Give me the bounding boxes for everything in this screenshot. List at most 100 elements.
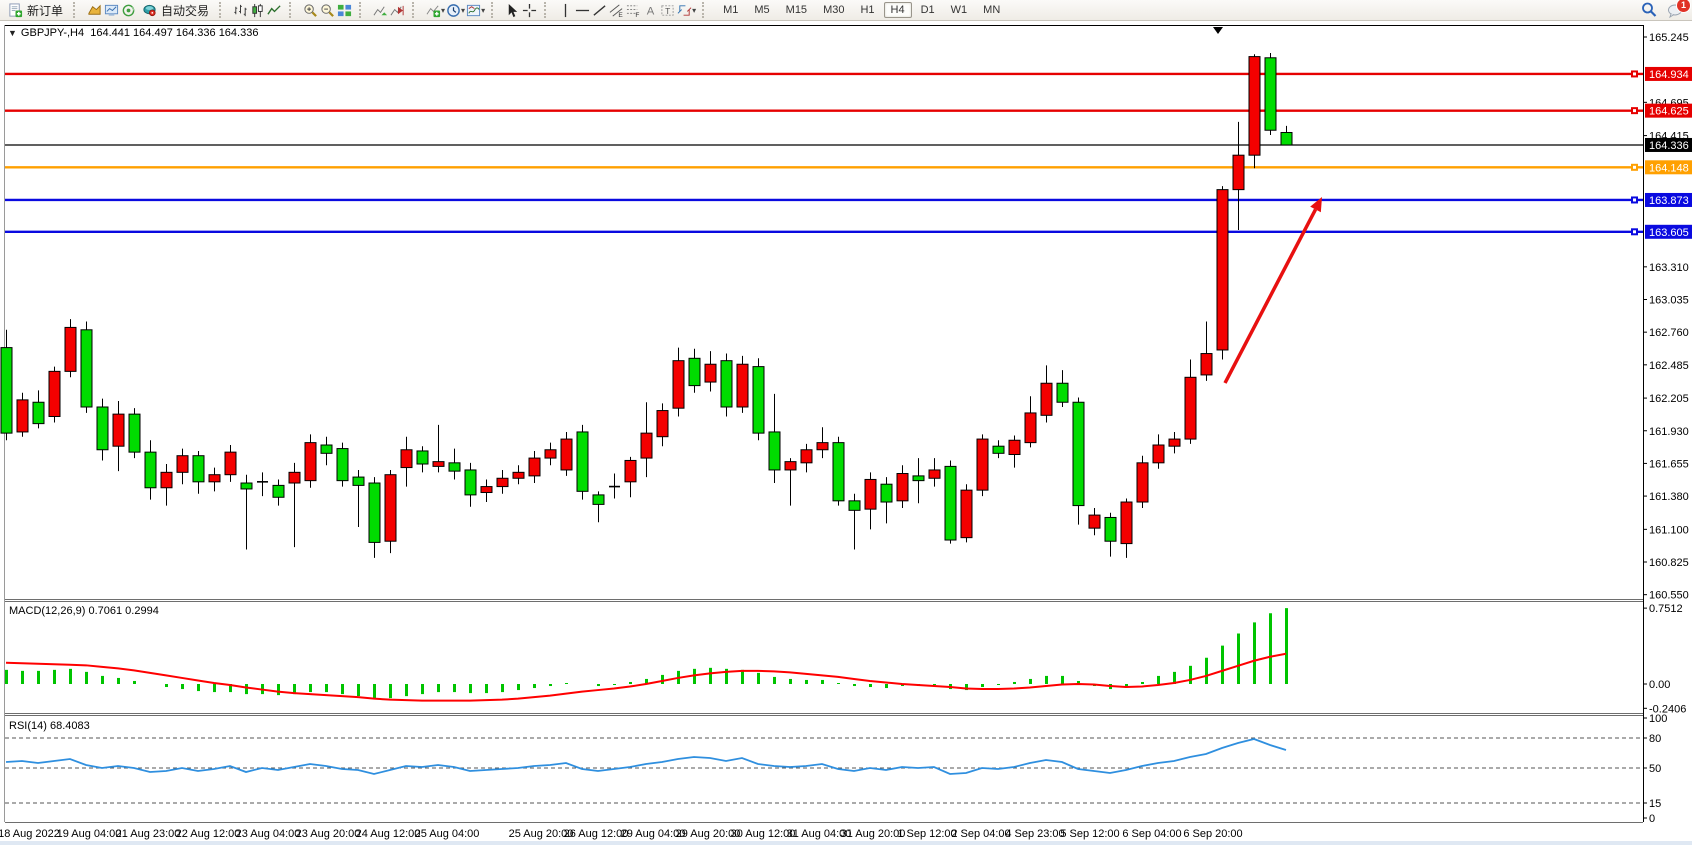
candle-up [48, 370, 61, 417]
candle-up [208, 474, 221, 483]
signals-icon[interactable] [120, 2, 137, 18]
tab-timeframe-M30[interactable]: M30 [823, 4, 845, 16]
tab-timeframe-D1[interactable]: D1 [920, 4, 935, 16]
zoom-out-icon[interactable] [319, 2, 336, 18]
candles-layer [0, 53, 1293, 558]
time-label: 31 Aug 04:00 [787, 828, 852, 840]
profiles-icon[interactable] [86, 2, 103, 18]
crosshair-icon[interactable] [521, 2, 538, 18]
templates-dropdown-icon[interactable]: ▾ [481, 5, 486, 15]
horizontal-line-tool-icon[interactable] [574, 2, 591, 18]
candle-up [1200, 353, 1213, 376]
chart-window[interactable]: 165.245 164.695 164.415 163.310 163.035 162.7… [0, 21, 1692, 845]
tab-timeframe-H1[interactable]: H1 [860, 4, 875, 16]
candle-down [336, 448, 349, 482]
candle-up [864, 478, 877, 510]
candle-up [384, 474, 397, 542]
candle-up [560, 438, 573, 471]
line-chart-mode-icon[interactable] [266, 2, 283, 18]
candle-up [784, 461, 797, 471]
candle-up [304, 442, 317, 482]
bar-chart-mode-icon[interactable] [232, 2, 249, 18]
candle-down [352, 476, 365, 486]
time-label: 29 Aug 20:00 [676, 828, 741, 840]
price-axis: 165.245164.695164.415163.310163.035162.7… [1643, 32, 1692, 825]
macd-tick-label: 0.7512 [1649, 603, 1683, 615]
tile-windows-icon[interactable] [336, 2, 353, 18]
candle-up [1088, 514, 1101, 529]
price-line-badge [1645, 103, 1692, 118]
tab-timeframe-M1[interactable]: M1 [723, 4, 739, 16]
tab-timeframe-H4[interactable]: H4 [883, 2, 912, 18]
macd-indicator-label: MACD(12,26,9) 0.7061 0.2994 [9, 605, 159, 617]
candle-up [1248, 56, 1261, 156]
price-line-badge-label: 164.625 [1649, 106, 1689, 118]
chart-ohlc-values: 164.441 164.497 164.336 164.336 [90, 27, 259, 39]
candle-down [944, 465, 957, 541]
periods-icon[interactable] [445, 2, 462, 18]
candlestick-mode-icon[interactable] [249, 2, 266, 18]
candle-up [544, 449, 557, 459]
shapes-dropdown-icon[interactable]: ▾ [692, 5, 697, 15]
candle-up [1136, 462, 1149, 503]
chart-shift-icon[interactable] [389, 2, 406, 18]
chart-shift-marker[interactable] [1213, 27, 1223, 34]
time-label: 25 Aug 20:00 [509, 828, 574, 840]
candle-down [1280, 131, 1293, 146]
macd-layer [5, 608, 1288, 702]
price-line-badge [1645, 192, 1692, 207]
channel-tool-icon[interactable]: E [608, 2, 625, 18]
candle-up [960, 489, 973, 539]
tab-timeframe-MN[interactable]: MN [983, 4, 1001, 16]
tab-timeframe-W1[interactable]: W1 [950, 4, 968, 16]
text-tool-icon[interactable]: A [642, 2, 659, 18]
shapes-tool-icon[interactable] [676, 2, 693, 18]
price-line-badge-label: 163.873 [1649, 195, 1689, 207]
rsi-layer [5, 737, 1643, 804]
tab-timeframe-M15[interactable]: M15 [785, 4, 808, 16]
price-tick-label: 161.380 [1649, 491, 1689, 503]
candle-down [576, 431, 589, 492]
candle-up [400, 449, 413, 469]
svg-text:T: T [665, 5, 670, 15]
search-icon[interactable] [1640, 2, 1657, 18]
notifications-icon[interactable]: 1 [1667, 0, 1691, 18]
auto-scroll-icon[interactable] [372, 2, 389, 18]
price-tick-label: 160.825 [1649, 557, 1689, 569]
autotrading-button[interactable]: 自动交易 [137, 1, 213, 20]
price-tick-label: 162.485 [1649, 360, 1689, 372]
candle-down [688, 357, 701, 387]
candle-down [0, 347, 13, 434]
new-order-button[interactable]: 新订单 [3, 1, 67, 20]
collapse-chart-icon[interactable]: ▼ [8, 28, 17, 38]
templates-icon[interactable] [465, 2, 482, 18]
time-label: 5 Sep 12:00 [1060, 828, 1119, 840]
zoom-in-icon[interactable] [302, 2, 319, 18]
candle-up [1168, 438, 1181, 447]
cursor-icon[interactable] [504, 2, 521, 18]
trendline-tool-icon[interactable] [591, 2, 608, 18]
candle-up [496, 477, 509, 488]
time-label: 24 Aug 12:00 [356, 828, 421, 840]
periods-dropdown-icon[interactable]: ▾ [461, 5, 466, 15]
text-label-tool-icon[interactable]: T [659, 2, 676, 18]
candle-up [1152, 444, 1165, 464]
candle-down [848, 500, 861, 511]
price-tick-label: 160.550 [1649, 590, 1689, 602]
vertical-line-tool-icon[interactable] [557, 2, 574, 18]
time-label: 25 Aug 04:00 [415, 828, 480, 840]
candle-down [96, 406, 109, 451]
line-drag-handle-dot [1633, 230, 1636, 234]
charts-window-icon[interactable] [103, 2, 120, 18]
trend-arrow[interactable] [1223, 208, 1318, 384]
candle-down [464, 469, 477, 496]
time-label: 29 Aug 04:00 [621, 828, 686, 840]
candle-down [368, 482, 381, 543]
indicators-dropdown-icon[interactable]: ▾ [441, 5, 446, 15]
indicators-icon[interactable] [425, 2, 442, 18]
fibonacci-tool-icon[interactable]: F [625, 2, 642, 18]
tab-timeframe-M5[interactable]: M5 [754, 4, 770, 16]
chart-canvas[interactable]: 165.245164.695164.415163.310163.035162.7… [0, 21, 1692, 845]
rsi-tick-label: 0 [1649, 813, 1655, 825]
toolbar-separator [491, 2, 498, 18]
